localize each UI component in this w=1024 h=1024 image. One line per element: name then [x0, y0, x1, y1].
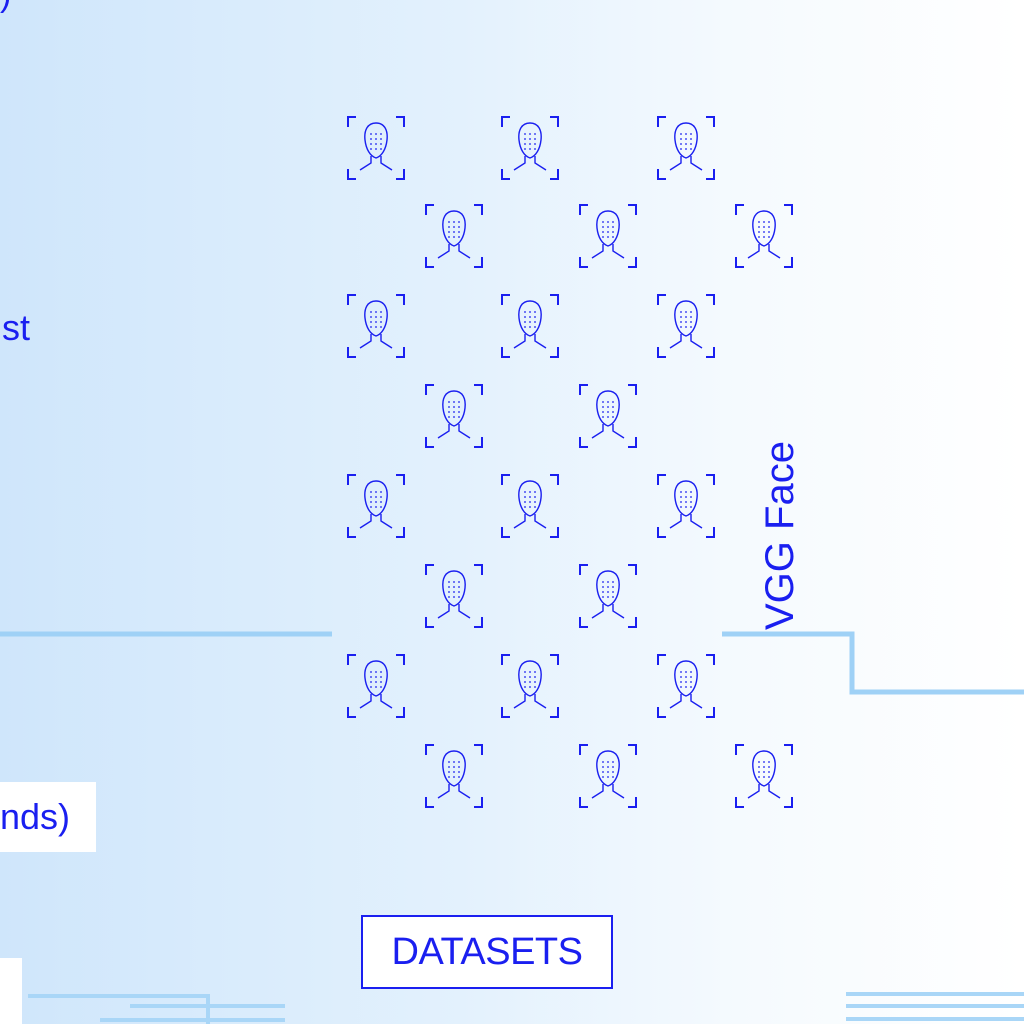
face-recognition-icon: [657, 116, 715, 180]
face-recognition-icon: [579, 204, 637, 268]
cropped-white-box: [0, 958, 22, 1024]
face-recognition-icon: [347, 654, 405, 718]
cropped-lower-label: nds): [0, 782, 96, 852]
face-recognition-icon: [735, 744, 793, 808]
bottom-left-lines: [28, 994, 285, 1024]
face-recognition-icon: [657, 294, 715, 358]
face-recognition-icon: [735, 204, 793, 268]
face-recognition-icon: [425, 384, 483, 448]
face-recognition-icon: [425, 744, 483, 808]
face-recognition-icon: [347, 294, 405, 358]
face-recognition-icon: [347, 474, 405, 538]
face-recognition-icon: [501, 294, 559, 358]
right-connector-line: [722, 631, 1024, 695]
face-recognition-icon: [579, 564, 637, 628]
datasets-button[interactable]: DATASETS: [361, 915, 613, 989]
face-recognition-icon: [657, 474, 715, 538]
cropped-middle-text: st: [2, 307, 31, 348]
face-recognition-icon: [425, 564, 483, 628]
cropped-top-text: ): [0, 0, 11, 12]
face-recognition-icon: [657, 654, 715, 718]
vgg-face-label: VGG Face: [758, 441, 802, 630]
face-recognition-icon: [501, 474, 559, 538]
face-recognition-icon: [579, 384, 637, 448]
face-recognition-icon: [579, 744, 637, 808]
face-recognition-icon: [501, 116, 559, 180]
face-recognition-icon: [425, 204, 483, 268]
bottom-right-lines: [846, 992, 1024, 1021]
face-recognition-icon: [347, 116, 405, 180]
face-recognition-icon: [501, 654, 559, 718]
